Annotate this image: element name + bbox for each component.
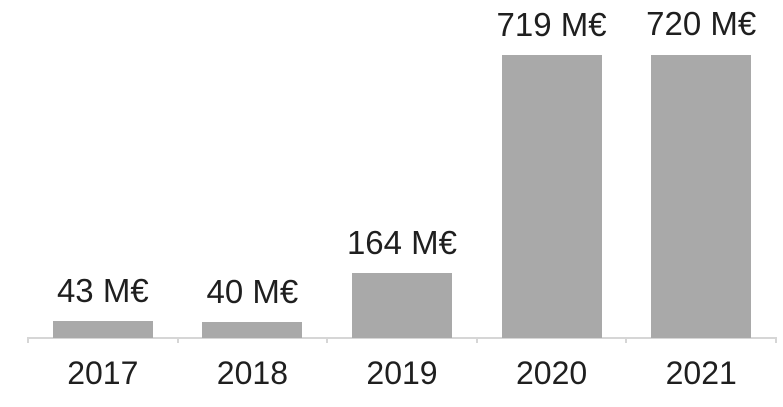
x-axis-label: 2019: [366, 355, 438, 391]
x-axis-tick: [27, 337, 29, 343]
x-axis-tick: [775, 337, 777, 343]
bar-2020: [501, 55, 602, 338]
x-axis-label: 2021: [665, 355, 737, 391]
bar-2019: [352, 273, 452, 338]
bar-value-label: 40 M€: [206, 272, 299, 310]
x-axis-tick: [176, 337, 179, 343]
bar-2017: [52, 321, 153, 338]
bar-value-label: 43 M€: [56, 271, 149, 309]
x-axis-tick: [326, 337, 329, 343]
x-axis-tick: [625, 337, 628, 343]
x-axis-label: 2018: [216, 355, 288, 391]
x-axis-tick: [475, 337, 478, 343]
bar-2021: [651, 54, 752, 338]
bar-value-label: 719 M€: [496, 5, 607, 43]
bar-value-label: 164 M€: [346, 224, 458, 262]
x-axis-label: 2017: [67, 355, 139, 391]
bar-value-label: 720 M€: [646, 5, 757, 43]
bar-2018: [202, 322, 303, 338]
x-axis-line: [28, 337, 776, 339]
x-axis-label: 2020: [516, 355, 588, 391]
